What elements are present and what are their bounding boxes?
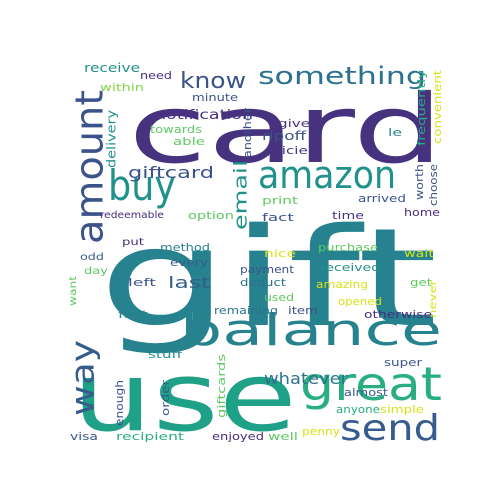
word-order: order [159,379,172,416]
word-know: know [180,69,246,94]
word-received: received [320,261,380,274]
word-something: something [258,62,426,90]
word-redeemable: redeemable [100,210,164,221]
word-stuff: stuff [148,348,183,361]
word-wait: wait [404,247,435,260]
word-amount: amount [67,90,111,244]
word-pricier: pricier [266,144,315,157]
word-great: great [300,357,442,411]
word-purchase: purchase [318,241,378,254]
word-remaining: remaining [214,304,278,317]
word-towards: towards [150,123,202,136]
word-balance: balance [180,305,442,356]
word-recipient: recipient [116,430,185,443]
word-left: left [128,276,157,289]
word-within: within [100,81,144,94]
word-le: le [388,126,402,139]
word-arrived: arrived [358,192,406,205]
word-email: email [230,160,251,230]
word-well: well [268,430,298,443]
word-buy: buy [108,161,176,210]
word-ripoff: ripoff [262,129,307,143]
word-used: used [264,291,294,304]
word-print: print [262,194,299,207]
word-way: way [64,340,102,416]
word-fact: fact [262,211,295,224]
word-amazing: amazing [316,278,368,291]
word-worth: worth [413,164,426,200]
word-notification: notification [155,108,253,123]
word-choose: choose [427,164,440,206]
word-method: method [160,241,210,254]
word-odd: odd [80,252,104,263]
word-anyone: anyone [336,403,380,416]
word-amazon: amazon [258,153,396,197]
word-fast: fast [118,308,149,321]
word-super: super [384,356,423,369]
word-time: time [332,209,364,222]
word-otherwise: otherwise [364,308,432,321]
word-use: use [72,343,297,453]
word-last: last [168,273,210,292]
word-penny: penny [302,425,341,438]
word-another: another [241,107,254,158]
word-whatever: whatever [264,369,348,388]
word-opened: opened [338,295,382,308]
word-want: want [68,276,79,306]
word-need: need [140,69,172,82]
word-convenient: convenient [431,69,444,144]
word-item: item [288,304,318,317]
word-receive: receive [84,61,140,75]
word-delivery: delivery [105,110,119,168]
word-every: every [170,256,209,269]
word-home: home [404,206,440,219]
word-simple: simple [380,403,424,416]
word-minute: minute [192,91,238,104]
word-deduct: deduct [240,276,287,289]
word-almost: almost [344,386,389,399]
word-gift: gift [98,200,438,358]
word-put: put [122,237,144,248]
word-enjoyed: enjoyed [212,430,264,443]
word-giftcards: giftcards [215,354,228,418]
word-send: send [340,408,440,449]
word-visa: visa [70,430,98,443]
word-giftcard: giftcard [128,163,214,182]
word-payment: payment [240,263,295,276]
word-frequently: frequently [415,69,428,146]
word-card: card [128,75,444,185]
word-able: able [173,135,205,148]
word-day: day [84,266,108,277]
word-get: get [410,276,433,289]
word-never: never [428,279,439,318]
word-option: option [188,209,234,222]
word-give: give [278,117,310,130]
word-enough: enough [113,380,126,426]
word-nice: nice [264,247,296,260]
